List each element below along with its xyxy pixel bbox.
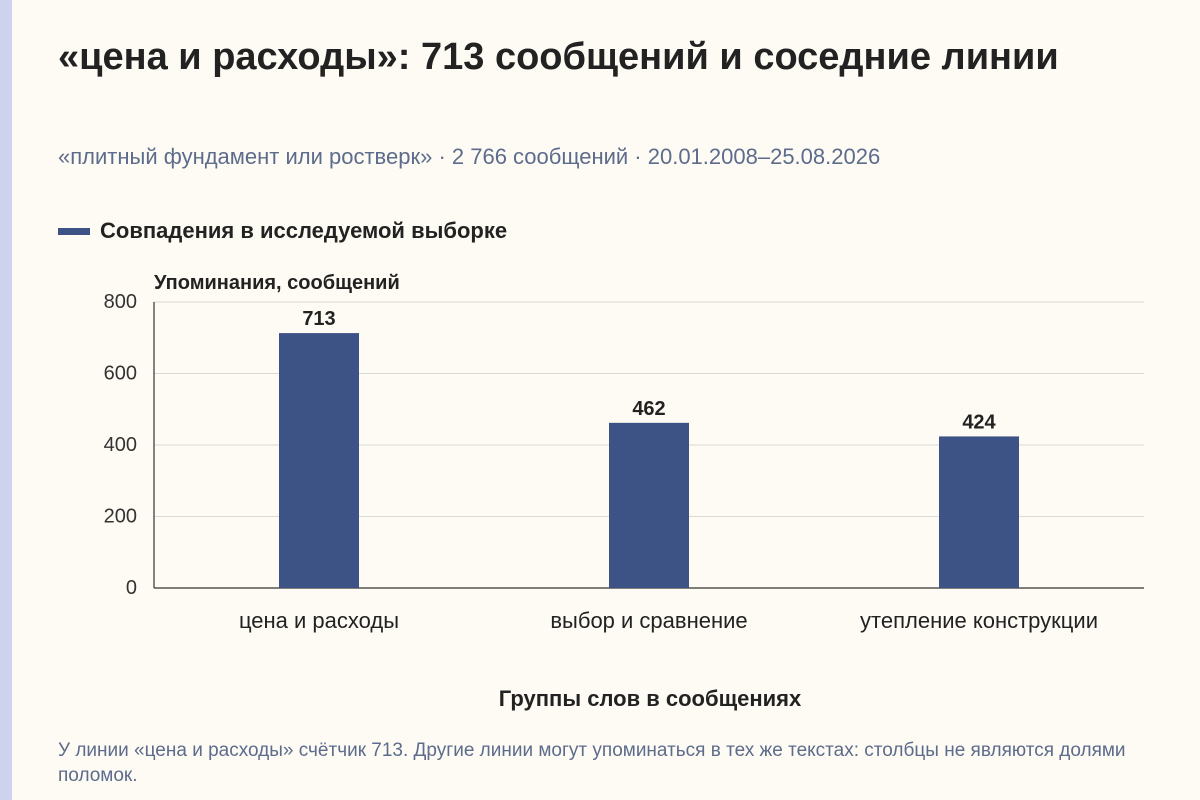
y-tick-label: 400	[104, 434, 137, 456]
y-axis-title: Упоминания, сообщений	[154, 272, 400, 294]
x-axis-title: Группы слов в сообщениях	[498, 686, 802, 711]
x-tick-label: утепление конструкции	[860, 608, 1098, 633]
y-tick-label: 0	[126, 577, 137, 599]
x-tick-label: цена и расходы	[239, 608, 399, 633]
page-subtitle: «плитный фундамент или ростверк» · 2 766…	[58, 144, 881, 169]
legend-swatch	[58, 227, 90, 235]
y-tick-label: 600	[104, 363, 137, 385]
y-tick-label: 800	[104, 291, 137, 313]
page-title: «цена и расходы»: 713 сообщений и соседн…	[58, 36, 1059, 78]
accent-strip	[0, 0, 12, 800]
bar	[609, 422, 689, 588]
y-tick-label: 200	[104, 506, 137, 528]
chart-legend: Совпадения в исследуемой выборке	[58, 218, 507, 244]
legend-label: Совпадения в исследуемой выборке	[100, 218, 508, 243]
bar-value-label: 713	[302, 308, 335, 330]
footnote: У линии «цена и расходы» счётчик 713. Др…	[58, 740, 1126, 786]
x-tick-label: выбор и сравнение	[550, 608, 747, 633]
bar	[279, 333, 359, 588]
bar-value-label: 462	[632, 398, 665, 420]
bar	[939, 436, 1019, 588]
bar-value-label: 424	[962, 411, 996, 433]
